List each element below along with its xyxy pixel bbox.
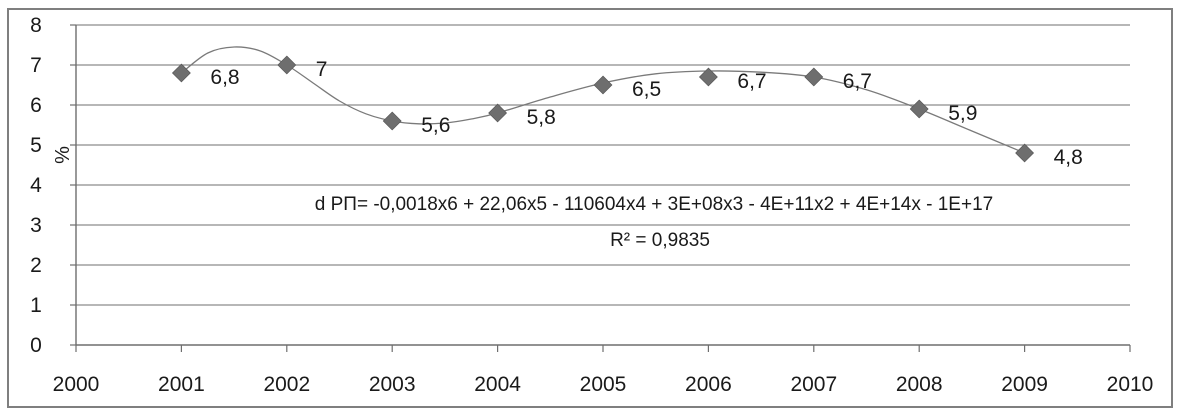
x-tick-label: 2009 bbox=[1001, 373, 1048, 396]
trendline-equation: d РП= -0,0018x6 + 22,06x5 - 110604x4 + 3… bbox=[315, 194, 993, 215]
y-tick-label: 2 bbox=[30, 254, 42, 277]
chart-area bbox=[7, 8, 1173, 408]
x-tick-label: 2003 bbox=[369, 373, 416, 396]
x-tick-label: 2002 bbox=[263, 373, 310, 396]
data-label: 6,7 bbox=[843, 70, 872, 93]
data-label: 5,6 bbox=[421, 114, 450, 137]
y-tick-label: 1 bbox=[30, 294, 42, 317]
data-label: 6,8 bbox=[210, 66, 239, 89]
y-tick-label: 6 bbox=[30, 94, 42, 117]
x-tick-label: 2007 bbox=[790, 373, 837, 396]
data-labels: 6,8 7 5,6 5,8 6,5 6,7 6,7 5,9 4,8 bbox=[210, 58, 1082, 169]
data-point-marker bbox=[171, 63, 191, 83]
x-tick-label: 2005 bbox=[580, 373, 627, 396]
y-tick-label: 7 bbox=[30, 54, 42, 77]
x-tick-label: 2006 bbox=[685, 373, 732, 396]
y-tick-label: 4 bbox=[30, 174, 42, 197]
data-label: 4,8 bbox=[1054, 146, 1083, 169]
data-point-marker bbox=[804, 67, 824, 87]
data-point-marker bbox=[593, 75, 613, 95]
data-points bbox=[171, 55, 1035, 163]
data-label: 5,9 bbox=[948, 102, 977, 125]
y-tick-label: 8 bbox=[30, 14, 42, 37]
data-label: 6,5 bbox=[632, 78, 661, 101]
y-tick-label: 5 bbox=[30, 134, 42, 157]
data-label: 7 bbox=[316, 58, 328, 81]
y-axis-title: % bbox=[52, 146, 74, 164]
trendline bbox=[181, 46, 1025, 154]
data-point-marker bbox=[909, 99, 929, 119]
axes: 0 1 2 3 4 5 6 7 8 2000 2001 2002 2003 2004 2005 2006 200… bbox=[30, 14, 1153, 396]
x-tick-label: 2001 bbox=[158, 373, 205, 396]
x-tick-label: 2004 bbox=[474, 373, 521, 396]
data-point-marker bbox=[1015, 143, 1035, 163]
trendline-curve bbox=[181, 46, 1025, 154]
y-tick-label: 3 bbox=[30, 214, 42, 237]
trendline-r-squared: R² = 0,9835 bbox=[610, 230, 710, 251]
data-point-marker bbox=[488, 103, 508, 123]
x-tick-label: 2008 bbox=[896, 373, 943, 396]
data-label: 5,8 bbox=[527, 106, 556, 129]
x-tick-label: 2010 bbox=[1107, 373, 1154, 396]
data-point-marker bbox=[382, 111, 402, 131]
y-tick-label: 0 bbox=[30, 334, 42, 357]
x-tick-label: 2000 bbox=[53, 373, 100, 396]
data-point-marker bbox=[698, 67, 718, 87]
data-point-marker bbox=[277, 55, 297, 75]
gridlines bbox=[76, 24, 1130, 306]
data-label: 6,7 bbox=[737, 70, 766, 93]
